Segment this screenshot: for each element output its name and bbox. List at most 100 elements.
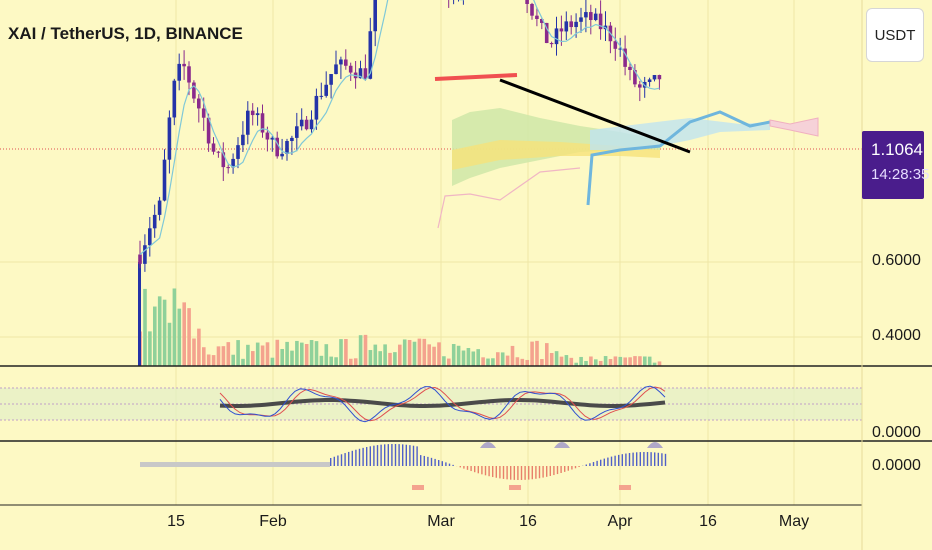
volume-bar — [153, 306, 157, 366]
volume-bar — [574, 362, 578, 366]
volume-bar — [148, 331, 152, 366]
volume-bar — [589, 356, 593, 366]
macd-histogram-bar — [546, 466, 548, 477]
candle-body — [559, 28, 564, 32]
candle-body — [241, 134, 245, 146]
x-tick-label: Apr — [607, 513, 633, 530]
candle-body — [172, 80, 177, 118]
volume-bar — [231, 354, 235, 366]
candle-body — [623, 48, 627, 67]
macd-histogram-bar — [474, 466, 476, 473]
volume-bar — [344, 338, 348, 366]
candle-body — [373, 0, 377, 32]
macd-histogram-bar — [603, 458, 605, 466]
volume-bar — [349, 358, 353, 366]
macd-histogram-bar — [448, 463, 451, 466]
last-price: 1.1064 — [871, 140, 923, 159]
macd-histogram-bar — [517, 466, 519, 480]
volume-bar — [402, 339, 407, 366]
macd-histogram-bar — [578, 466, 580, 468]
candle-body — [309, 119, 314, 130]
ichimoku-cloud — [437, 108, 819, 229]
candle-body — [192, 82, 196, 99]
macd-histogram-bar — [636, 452, 638, 466]
macd-histogram-bar — [596, 460, 598, 466]
macd-histogram-bar — [625, 453, 627, 466]
macd-histogram-bar — [639, 452, 641, 466]
macd-histogram-bar — [524, 466, 526, 480]
descending-trendline — [499, 78, 691, 154]
macd-histogram-bar — [333, 456, 335, 466]
volume-bar — [265, 342, 270, 366]
stoch-marker — [647, 442, 663, 448]
volume-bar — [422, 338, 427, 366]
candle-body — [270, 137, 275, 140]
macd-histogram-bar — [463, 466, 465, 469]
volume-bar — [584, 361, 588, 366]
volume-bar — [451, 344, 456, 366]
macd-histogram-bar — [553, 466, 555, 476]
volume-bar — [143, 288, 147, 366]
macd-histogram-bar — [434, 458, 436, 466]
macd-panel — [140, 444, 667, 490]
macd-histogram-bar — [423, 455, 425, 466]
macd-histogram-bar — [470, 466, 472, 472]
volume-bar — [647, 356, 652, 366]
macd-histogram-bar — [438, 460, 440, 466]
volume-bar — [236, 340, 240, 366]
volume-bar — [241, 358, 245, 366]
chart-title: XAI / TetherUS, 1D, BINANCE — [8, 24, 243, 43]
macd-histogram-bar — [412, 445, 415, 466]
volume-bar — [221, 346, 226, 366]
volume-bar — [314, 341, 319, 366]
macd-histogram-bar — [510, 466, 512, 480]
candle-body — [564, 21, 569, 32]
cloud-fill-blue — [590, 118, 770, 150]
macd-histogram-bar — [369, 446, 371, 466]
volume-bar — [530, 341, 534, 366]
candle-body — [329, 74, 333, 85]
volume-bar — [211, 355, 216, 366]
volume-bar — [603, 356, 608, 366]
y-tick-label: 0.6000 — [872, 252, 921, 269]
macd-histogram-bar — [549, 466, 551, 476]
volume-bar — [285, 341, 289, 366]
candle-body — [368, 31, 373, 79]
volume-bar — [393, 352, 397, 366]
macd-histogram-bar — [513, 466, 515, 480]
candle-body — [295, 126, 299, 138]
candle-body — [334, 64, 338, 75]
volume-bar — [608, 359, 613, 366]
candle-body — [618, 48, 622, 50]
macd-histogram-bar — [610, 456, 613, 466]
stoch-zero-label: 0.0000 — [872, 424, 921, 441]
macd-histogram-bar — [589, 463, 591, 466]
currency-button[interactable]: USDT — [866, 8, 924, 62]
candle-body — [574, 21, 578, 28]
macd-histogram-bar — [394, 444, 397, 466]
macd-histogram-bar — [499, 466, 501, 479]
volume-bar — [280, 348, 284, 366]
macd-histogram-bar — [571, 466, 573, 470]
macd-histogram-bar — [430, 457, 433, 466]
volume-bar — [579, 356, 583, 366]
volume-bar — [162, 299, 167, 366]
candle-body — [236, 145, 240, 159]
macd-flat-histogram — [140, 462, 330, 467]
volume-bar — [260, 345, 265, 366]
x-tick-label: 16 — [699, 513, 717, 530]
candles — [138, 0, 662, 272]
volume-bar — [295, 340, 299, 366]
volume-bar — [481, 357, 485, 366]
volume-bar — [202, 347, 206, 366]
macd-histogram-bar — [502, 466, 505, 479]
candle-body — [197, 98, 201, 109]
candle-body — [554, 28, 559, 45]
candle-body — [138, 254, 142, 264]
volume-bar — [540, 359, 544, 366]
volume-bar — [643, 356, 647, 366]
candle-body — [544, 22, 549, 44]
candle-body — [324, 84, 328, 96]
macd-histogram-bar — [387, 444, 389, 466]
x-tick-label: May — [778, 513, 810, 530]
